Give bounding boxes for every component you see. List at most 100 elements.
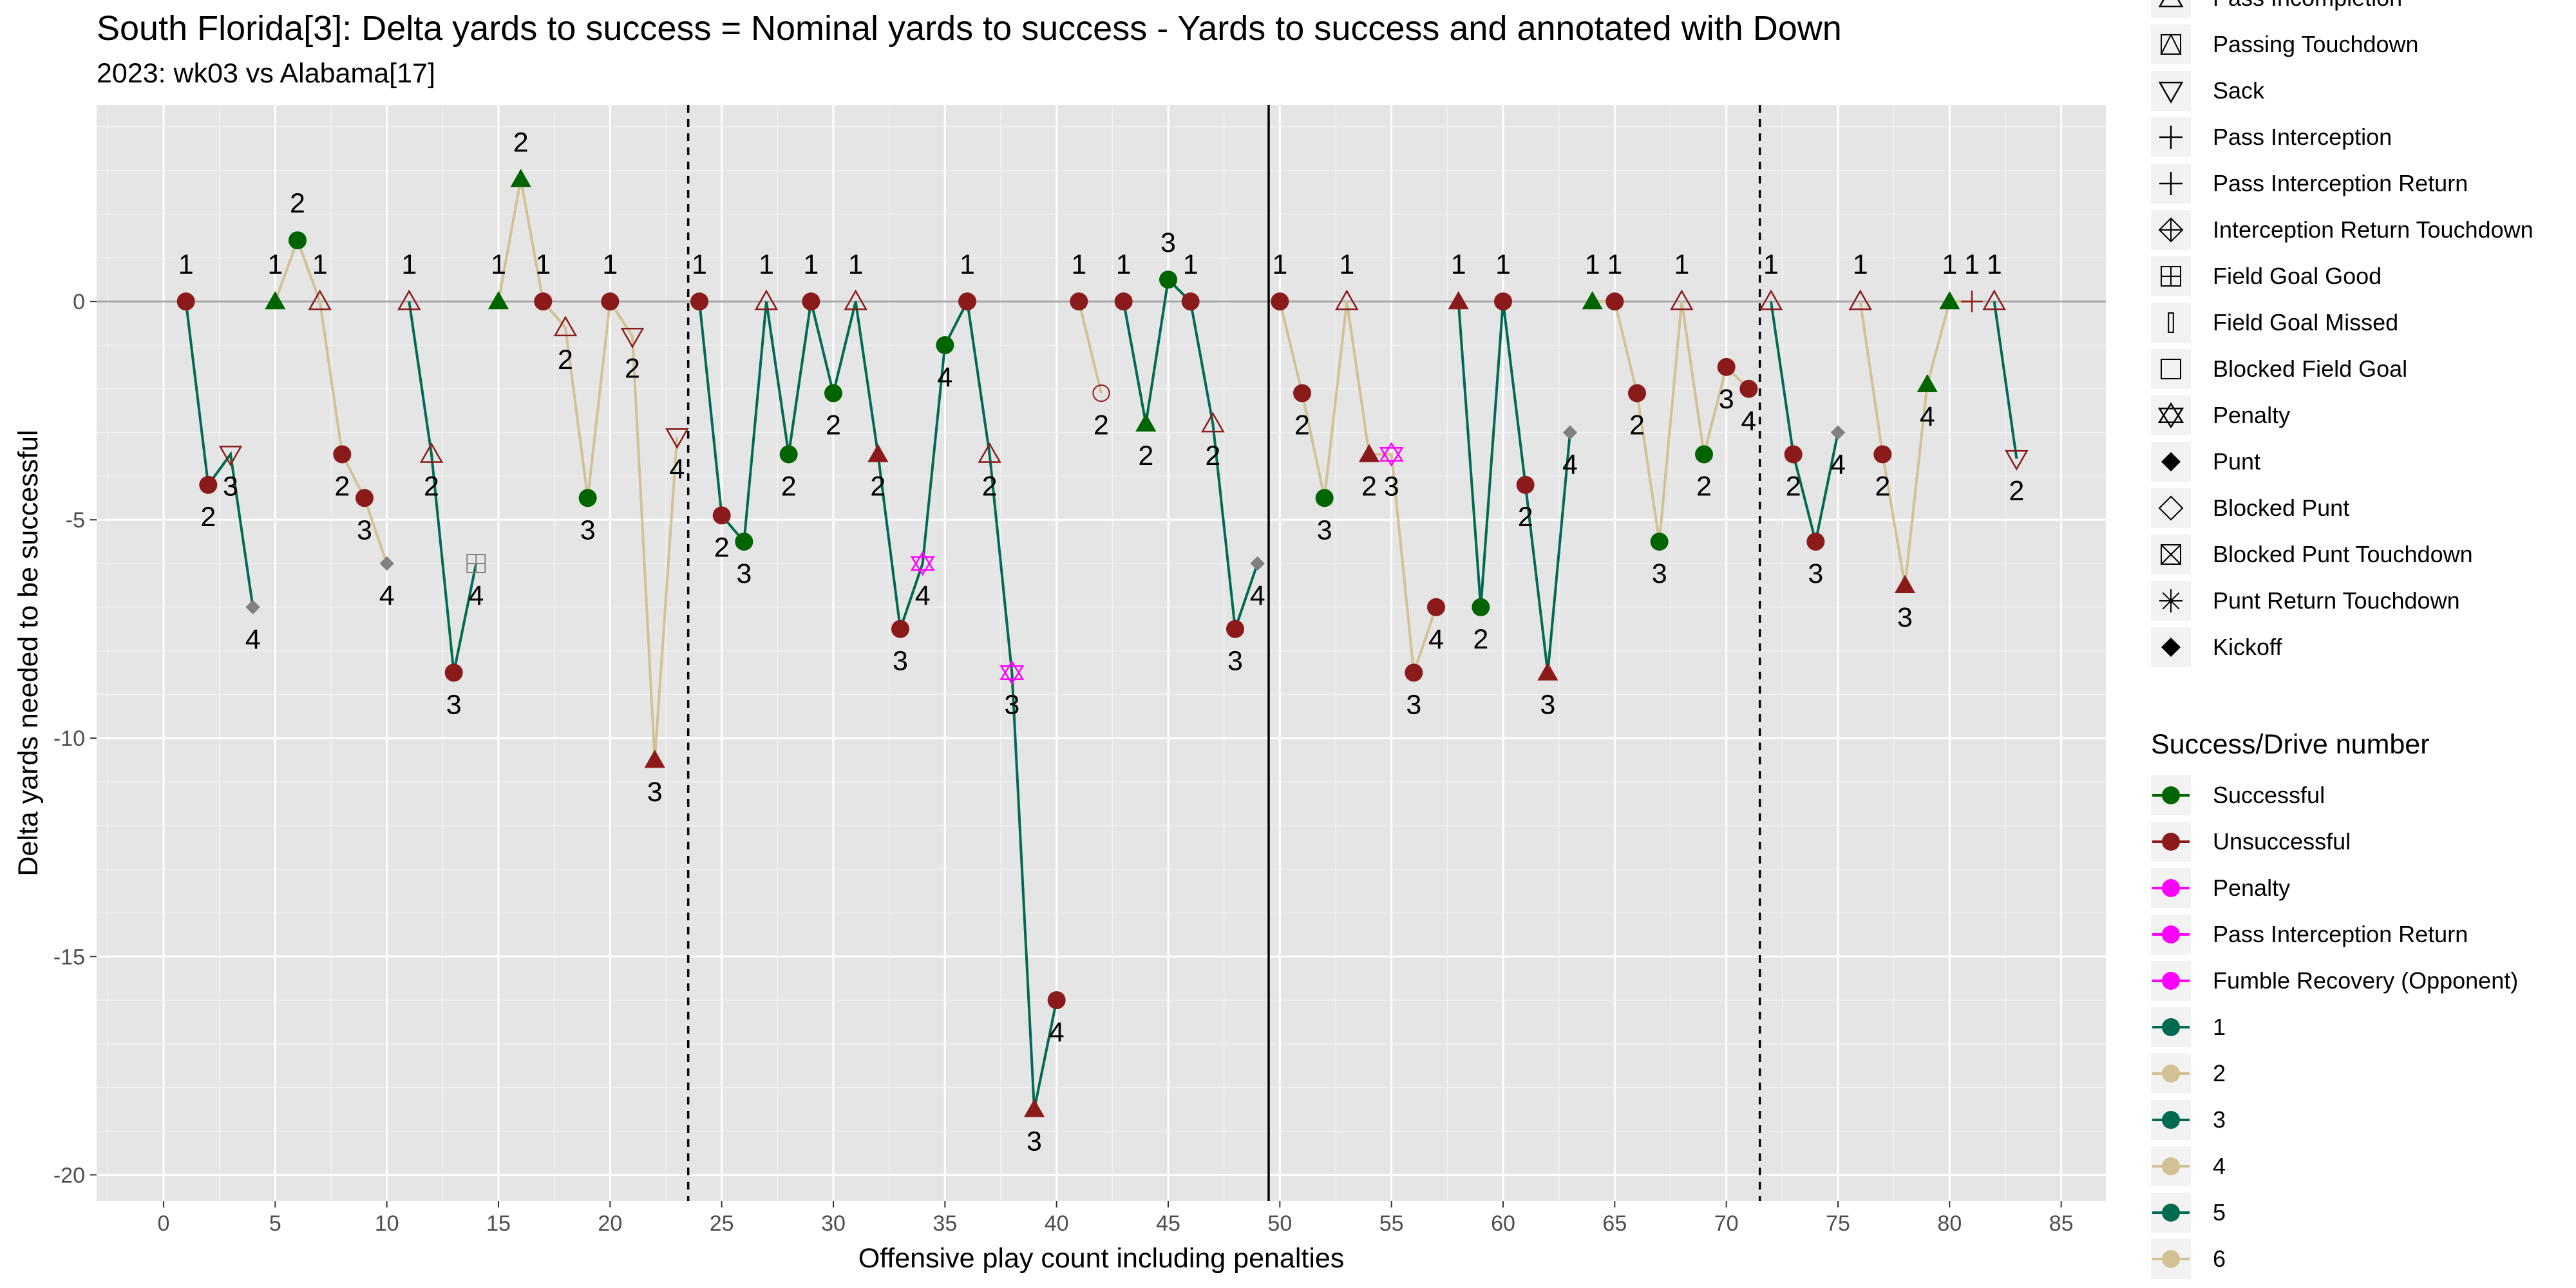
down-label-18: 2 xyxy=(558,345,573,375)
x-tick-label: 20 xyxy=(598,1211,622,1236)
legend-key-dot xyxy=(2162,1157,2180,1175)
legend-play-label: Blocked Punt xyxy=(2213,495,2349,521)
x-tick-label: 25 xyxy=(710,1211,734,1236)
down-label-58: 1 xyxy=(1451,249,1466,280)
down-label-4: 4 xyxy=(245,624,261,655)
play-point-5 xyxy=(265,291,286,310)
grid-minor xyxy=(97,105,2106,1201)
legend-play-label: Field Goal Missed xyxy=(2213,309,2398,336)
legend-play-key xyxy=(2159,589,2183,612)
play-point-82 xyxy=(1982,289,2006,310)
down-label-55: 3 xyxy=(1384,471,1399,502)
down-label-76: 1 xyxy=(1853,249,1868,280)
x-tick-label: 45 xyxy=(1156,1211,1180,1236)
play-point-75 xyxy=(1830,425,1846,440)
play-point-72 xyxy=(1759,289,1783,310)
play-point-12 xyxy=(419,442,444,463)
play-point-62 xyxy=(1537,662,1558,681)
play-point-43 xyxy=(1114,292,1133,311)
y-axis-title: Delta yards needed to be successful xyxy=(13,430,44,876)
down-label-65: 1 xyxy=(1607,249,1622,280)
down-label-77: 2 xyxy=(1875,471,1890,502)
down-label-30: 2 xyxy=(826,410,841,441)
play-point-54 xyxy=(1358,444,1380,462)
down-label-24: 1 xyxy=(692,249,707,280)
x-axis-ticks: 0 5 10 15 20 25 30 35 40 45 50 55 60 65 70 75 80 85 xyxy=(158,1201,2074,1236)
down-label-21: 2 xyxy=(625,353,640,384)
down-label-17: 1 xyxy=(535,249,551,280)
play-point-47 xyxy=(1201,412,1225,433)
legend-play-key xyxy=(2161,452,2181,471)
x-tick-label: 75 xyxy=(1826,1211,1850,1236)
legend-key-bg xyxy=(2151,349,2191,389)
legend-key-dot xyxy=(2162,972,2180,990)
play-point-49 xyxy=(1250,556,1265,571)
play-point-81 xyxy=(1961,290,1983,312)
down-label-10: 4 xyxy=(379,580,395,611)
x-tick-label: 35 xyxy=(933,1211,957,1236)
down-label-19: 3 xyxy=(580,515,596,545)
play-point-39 xyxy=(1023,1099,1045,1117)
legend-key-dot xyxy=(2162,1065,2180,1083)
legend-play-type: Pass Incompletion Passing Touchdown Sack Pa… xyxy=(2151,0,2533,667)
play-point-1 xyxy=(176,292,195,311)
play-point-35 xyxy=(936,336,954,354)
play-point-38 xyxy=(999,660,1025,685)
series-line-drive-10 xyxy=(1592,300,1750,542)
play-markers xyxy=(176,169,2029,1117)
legend-play-label: Punt xyxy=(2213,448,2260,475)
down-label-83: 2 xyxy=(2009,475,2024,506)
down-label-63: 4 xyxy=(1562,450,1578,480)
down-label-12: 2 xyxy=(424,471,439,502)
down-label-52: 3 xyxy=(1317,515,1332,545)
series-line-drive-11 xyxy=(1770,301,1839,542)
legend-play-label: Punt Return Touchdown xyxy=(2213,587,2460,614)
down-label-23: 4 xyxy=(669,453,685,484)
play-point-83 xyxy=(2005,450,2029,471)
down-label-27: 1 xyxy=(759,249,774,280)
series-line-drive-8 xyxy=(1278,301,1437,674)
play-point-80 xyxy=(1939,291,1960,310)
play-point-56 xyxy=(1405,663,1423,682)
x-tick-label: 0 xyxy=(158,1211,170,1236)
down-label-2: 2 xyxy=(200,502,216,533)
down-label-1: 1 xyxy=(178,249,194,280)
legend-play-key xyxy=(2161,266,2181,287)
down-label-81: 1 xyxy=(1964,249,1980,280)
down-labels: 1234121234123412123123412312121234412334… xyxy=(178,127,2025,1157)
legend-play-label: Pass Incompletion xyxy=(2213,0,2402,11)
legend-play-label: Pass Interception Return xyxy=(2213,170,2468,196)
down-label-26: 3 xyxy=(736,558,752,589)
play-point-40 xyxy=(1047,991,1066,1010)
down-label-13: 3 xyxy=(446,690,462,721)
legend-success-label: Penalty xyxy=(2213,875,2290,901)
down-label-43: 1 xyxy=(1116,249,1132,280)
legend-success-label: 5 xyxy=(2213,1199,2226,1226)
down-label-80: 1 xyxy=(1942,249,1957,280)
play-point-45 xyxy=(1159,270,1177,289)
series-line-drive-9 xyxy=(1457,301,1571,673)
play-point-6 xyxy=(289,231,307,250)
legend-key-dot xyxy=(2162,1204,2180,1222)
legend-play-label: Field Goal Good xyxy=(2213,263,2382,289)
down-label-37: 2 xyxy=(982,471,998,502)
play-point-44 xyxy=(1135,413,1157,432)
play-point-10 xyxy=(379,556,394,571)
legend-key-dot xyxy=(2162,879,2180,897)
legend-key-bg xyxy=(2151,71,2191,111)
play-point-55 xyxy=(1379,442,1404,467)
play-point-9 xyxy=(355,489,374,507)
play-point-36 xyxy=(958,292,976,311)
play-point-66 xyxy=(1628,384,1646,402)
play-point-42 xyxy=(1092,384,1110,402)
legend-success-label: Pass Interception Return xyxy=(2213,921,2468,947)
play-point-33 xyxy=(891,620,909,638)
play-point-53 xyxy=(1335,289,1359,310)
play-point-13 xyxy=(444,663,463,682)
legend-success: Successful Unsuccessful Penalty Pass Interc… xyxy=(2151,775,2518,1279)
legend-play-key xyxy=(2168,312,2174,333)
down-label-7: 1 xyxy=(312,249,328,280)
legend-success-label: Successful xyxy=(2213,782,2325,808)
play-point-69 xyxy=(1695,445,1713,464)
series-line-drive-2 xyxy=(274,236,388,564)
